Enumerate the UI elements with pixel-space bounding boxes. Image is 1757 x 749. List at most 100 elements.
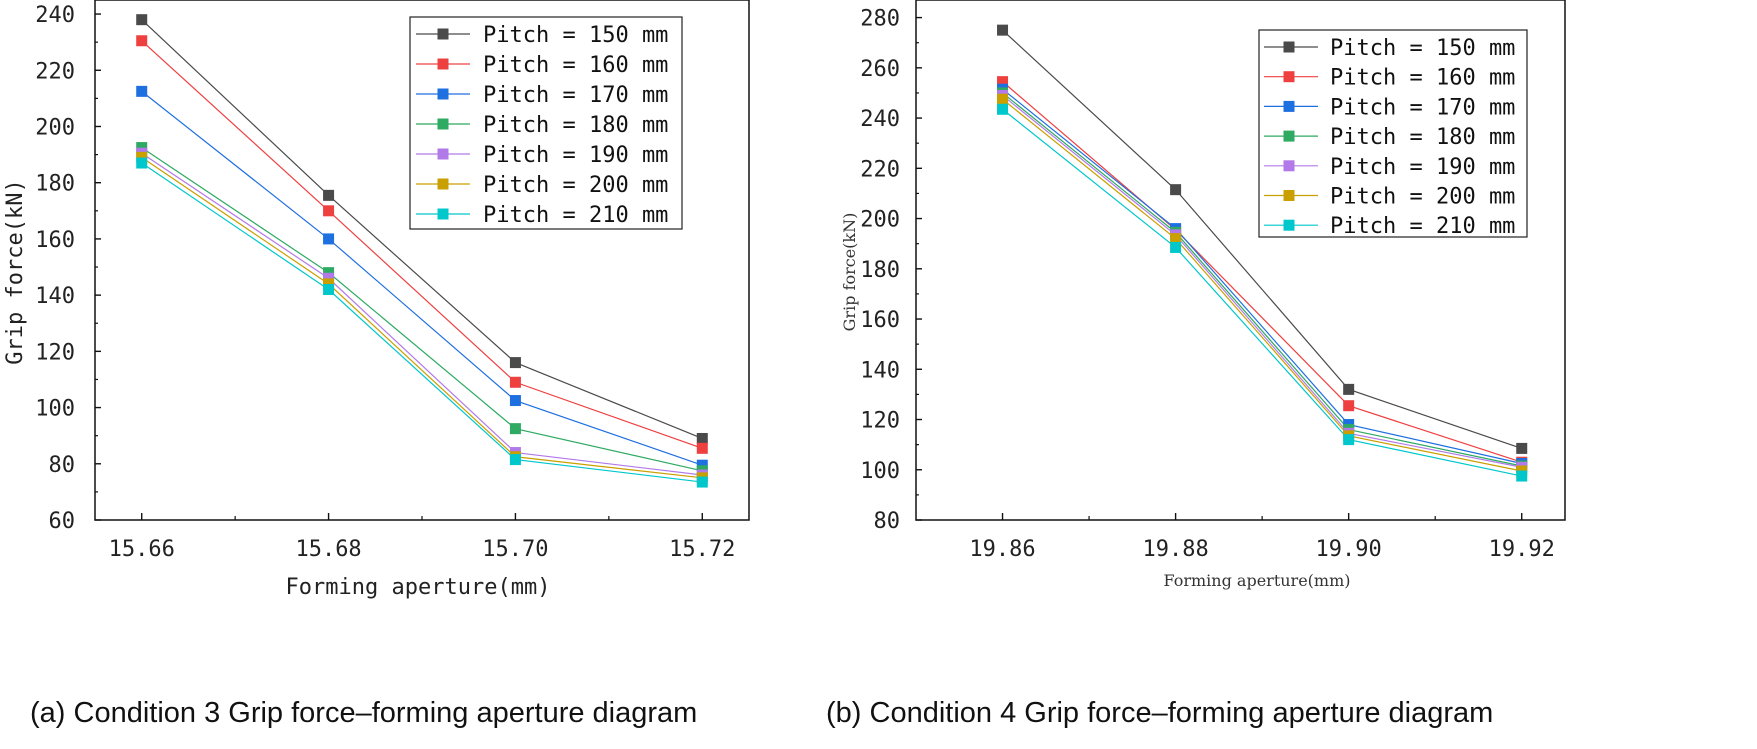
chart-b-data-point [1516, 470, 1528, 482]
chart-a-x-tick-label: 15.70 [482, 537, 548, 562]
chart-a-data-point [509, 395, 521, 407]
chart-b-series-line [1002, 29, 1522, 449]
chart-b-y-tick-label: 180 [860, 258, 900, 283]
chart-a-y-ticks: 60 80 100 120 140 160 180 200 220 240 [35, 3, 101, 534]
chart-b-legend-label: Pitch = 210 mm [1330, 214, 1515, 239]
chart-a-y-tick-label: 240 [35, 3, 75, 28]
chart-a-data-point [509, 357, 521, 369]
chart-b-data-point [1343, 383, 1355, 395]
chart-a-data-point [696, 442, 708, 454]
chart-b-x-label: Forming aperture(mm) [1163, 571, 1350, 590]
chart-b-x-tick-label: 19.92 [1489, 537, 1555, 562]
chart-b-legend-label: Pitch = 160 mm [1330, 66, 1515, 91]
chart-b-series-line [1002, 98, 1522, 472]
chart-a-legend-label: Pitch = 200 mm [483, 173, 668, 198]
chart-b-data-point [1170, 233, 1182, 245]
chart-a-data-point [323, 205, 335, 217]
chart-b-y-tick-label: 280 [860, 7, 900, 32]
chart-a-y-label: Grip force(kN) [3, 179, 28, 364]
chart-a-data-point [323, 189, 335, 201]
chart-b-legend-label: Pitch = 170 mm [1330, 95, 1515, 120]
chart-a-y-tick-label: 120 [35, 340, 75, 365]
chart-a-y-tick-label: 180 [35, 172, 75, 197]
chart-b-data-point [1170, 184, 1182, 196]
chart-a-data-point [696, 459, 708, 471]
chart-b-y-tick-label: 80 [874, 509, 901, 534]
chart-b-y-tick-label: 160 [860, 308, 900, 333]
chart-a-data-point [136, 85, 148, 97]
chart-a-legend-marker [437, 178, 449, 190]
chart-b-plot-frame [915, 0, 1566, 521]
chart-a-caption: (a) Condition 3 Grip force–forming apert… [30, 697, 697, 729]
chart-b-x-tick-label: 19.88 [1142, 537, 1208, 562]
chart-b-legend: Pitch = 150 mm Pitch = 160 mm Pitch = 170 … [1258, 29, 1528, 239]
chart-b-series-line [1002, 88, 1522, 465]
chart-b-legend-marker [1283, 160, 1295, 172]
chart-a-data-point [136, 142, 148, 154]
chart-b-caption: (b) Condition 4 Grip force–forming apert… [826, 697, 1493, 729]
chart-b-legend-marker [1283, 41, 1295, 53]
chart-a-x-ticks: 15.66 15.68 15.70 15.72 [109, 513, 735, 562]
chart-b-legend-label: Pitch = 200 mm [1330, 185, 1515, 210]
chart-a-y-tick-label: 60 [49, 509, 76, 534]
chart-a-series-line [141, 19, 703, 440]
chart-b-series-line [1002, 108, 1522, 477]
chart-a-data-point [136, 35, 148, 47]
chart-a-y-tick-label: 200 [35, 115, 75, 140]
chart-a-legend-box [409, 16, 683, 230]
chart-a-data-point [696, 476, 708, 488]
chart-b-x-tick-label: 19.86 [969, 537, 1035, 562]
chart-a-legend-label: Pitch = 160 mm [483, 53, 668, 78]
chart-a-legend-label: Pitch = 170 mm [483, 83, 668, 108]
chart-b-legend-marker [1283, 71, 1295, 83]
chart-b-data-point [1343, 400, 1355, 412]
chart-b-legend-marker [1283, 190, 1295, 201]
chart-b-legend-box [1258, 29, 1528, 238]
chart-a-data-point [323, 278, 335, 290]
chart-b-data-point [997, 103, 1009, 115]
chart-a-legend-marker [437, 148, 449, 160]
chart-a: Grip force(kN) Forming aperture(mm) 60 80… [3, 0, 750, 729]
chart-a-y-tick-label: 80 [49, 453, 76, 478]
chart-a-legend-marker [437, 28, 449, 40]
chart-a-legend-label: Pitch = 190 mm [483, 143, 668, 168]
chart-b-legend-label: Pitch = 150 mm [1330, 36, 1515, 61]
chart-b-y-tick-label: 220 [860, 157, 900, 182]
chart-a-x-tick-label: 15.72 [669, 537, 735, 562]
chart-b-legend-label: Pitch = 180 mm [1330, 125, 1515, 150]
chart-a-y-tick-label: 100 [35, 397, 75, 422]
chart-a-series-line [141, 156, 703, 479]
chart-a-legend-marker [437, 118, 449, 130]
chart-a-data-point [323, 284, 335, 296]
chart-b-data-point [1170, 241, 1182, 253]
chart-b-data-point [997, 24, 1009, 36]
chart-b-data-point [997, 76, 1009, 88]
chart-a-data-point [136, 157, 148, 169]
chart-b-data-point [997, 93, 1009, 105]
chart-b-legend-marker [1283, 219, 1295, 231]
chart-b-legend-marker [1283, 100, 1295, 112]
chart-b-y-label: Grip force(kN) [840, 213, 859, 332]
chart-b-legend-marker [1283, 130, 1295, 142]
chart-b: Grip force(kN) Forming aperture(mm) 80 10… [826, 0, 1566, 729]
chart-b-y-tick-label: 200 [860, 208, 900, 233]
chart-a-x-label: Forming aperture(mm) [286, 575, 551, 600]
chart-a-data-point [323, 272, 335, 284]
chart-b-y-tick-label: 260 [860, 57, 900, 82]
chart-b-y-tick-label: 100 [860, 459, 900, 484]
chart-a-legend-label: Pitch = 180 mm [483, 113, 668, 138]
chart-a-data-point [509, 454, 521, 466]
chart-a-legend-marker [437, 58, 449, 70]
chart-b-data-point [1516, 442, 1528, 454]
chart-a-data-point [696, 432, 708, 444]
chart-b-y-tick-label: 240 [860, 107, 900, 132]
chart-b-x-ticks: 19.86 19.88 19.90 19.92 [969, 513, 1555, 562]
chart-a-x-tick-label: 15.68 [295, 537, 361, 562]
chart-b-series-line [1002, 94, 1522, 468]
chart-a-series-line [141, 147, 703, 472]
chart-a-legend-marker [437, 88, 449, 100]
chart-a-data-point [136, 151, 148, 163]
chart-a-series [136, 14, 708, 488]
chart-b-y-tick-label: 140 [860, 358, 900, 383]
